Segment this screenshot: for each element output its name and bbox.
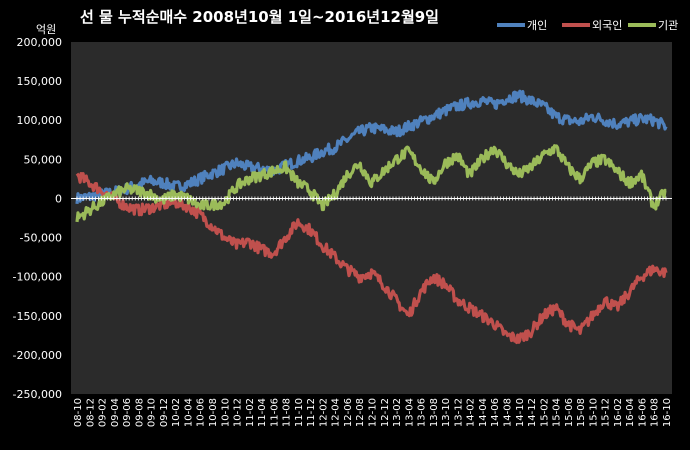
x-tick-label: 11-10 — [294, 398, 305, 427]
y-tick-label: -250,000 — [13, 388, 62, 401]
series-line-3 — [75, 144, 667, 223]
x-tick-label: 16-08 — [650, 398, 661, 427]
x-tick-label: 09-06 — [122, 398, 133, 427]
x-tick-label: 10-10 — [220, 398, 231, 427]
legend: 개인 외국인 기관 — [497, 19, 678, 32]
x-tick-label: 15-08 — [576, 398, 587, 427]
x-tick-label: 15-12 — [601, 398, 612, 427]
x-tick-label: 09-12 — [159, 398, 170, 427]
y-tick-label: -150,000 — [13, 310, 62, 323]
x-tick-label: 14-12 — [527, 398, 538, 427]
legend-label: 개인 — [527, 19, 547, 32]
x-tick-label: 15-02 — [539, 398, 550, 427]
x-tick-label: 14-02 — [466, 398, 477, 427]
y-axis: 200,000 150,000 100,000 50,000 0 -50,000 -100,… — [13, 36, 62, 401]
y-tick-label: 200,000 — [17, 36, 63, 49]
x-tick-label: 13-04 — [404, 398, 415, 427]
x-tick-label: 10-12 — [233, 398, 244, 427]
x-tick-label: 12-08 — [355, 398, 366, 427]
y-tick-label: 100,000 — [17, 114, 63, 127]
x-tick-label: 14-08 — [502, 398, 513, 427]
x-tick-label: 14-10 — [515, 398, 526, 427]
x-tick-label: 11-04 — [257, 398, 268, 427]
chart-title: 선 물 누적순매수 2008년10월 1일~2016년12월9일 — [80, 8, 439, 26]
x-tick-label: 11-12 — [306, 398, 317, 427]
x-tick-label: 13-12 — [453, 398, 464, 427]
x-tick-label: 15-06 — [564, 398, 575, 427]
x-tick-label: 10-06 — [196, 398, 207, 427]
x-tick-label: 13-10 — [441, 398, 452, 427]
y-tick-label: -100,000 — [13, 271, 62, 284]
y-tick-label: 0 — [55, 192, 62, 205]
y-tick-label: 150,000 — [17, 75, 63, 88]
x-tick-label: 12-04 — [331, 398, 342, 427]
x-tick-label: 12-06 — [343, 398, 354, 427]
x-tick-label: 11-06 — [269, 398, 280, 427]
legend-label: 기관 — [658, 19, 678, 32]
series-line-1 — [75, 89, 668, 205]
y-axis-unit-label: 억원 — [36, 23, 56, 36]
legend-label: 외국인 — [592, 19, 622, 32]
x-tick-label: 10-04 — [183, 398, 194, 427]
x-tick-label: 15-10 — [588, 398, 599, 427]
y-tick-label: -50,000 — [20, 232, 62, 245]
x-tick-label: 12-02 — [318, 398, 329, 427]
x-tick-label: 11-08 — [282, 398, 293, 427]
x-tick-label: 16-02 — [613, 398, 624, 427]
x-tick-label: 13-06 — [417, 398, 428, 427]
x-tick-label: 10-08 — [208, 398, 219, 427]
x-tick-label: 12-10 — [368, 398, 379, 427]
x-axis: 08-10 08-12 09-02 09-04 09-06 09-08 09-10 09-12… — [71, 196, 673, 427]
x-tick-label: 14-04 — [478, 398, 489, 427]
x-tick-label: 08-12 — [85, 398, 96, 427]
series-line-2 — [75, 172, 668, 345]
x-tick-label: 13-02 — [392, 398, 403, 427]
x-tick-label: 09-10 — [147, 398, 158, 427]
plot-area — [71, 42, 672, 394]
x-tick-label: 16-04 — [625, 398, 636, 427]
x-tick-label: 12-12 — [380, 398, 391, 427]
x-tick-label: 11-02 — [245, 398, 256, 427]
x-tick-label: 10-02 — [171, 398, 182, 427]
x-tick-label: 08-10 — [73, 398, 84, 427]
x-tick-label: 15-04 — [552, 398, 563, 427]
series-layer — [75, 89, 668, 345]
x-tick-label: 09-08 — [134, 398, 145, 427]
x-tick-label: 09-04 — [110, 398, 121, 427]
x-tick-label: 09-02 — [98, 398, 109, 427]
y-tick-label: 50,000 — [24, 153, 63, 166]
x-tick-label: 16-10 — [662, 398, 673, 427]
x-tick-label: 16-06 — [637, 398, 648, 427]
x-tick-label: 13-08 — [429, 398, 440, 427]
y-tick-label: -200,000 — [13, 349, 62, 362]
x-tick-label: 14-06 — [490, 398, 501, 427]
